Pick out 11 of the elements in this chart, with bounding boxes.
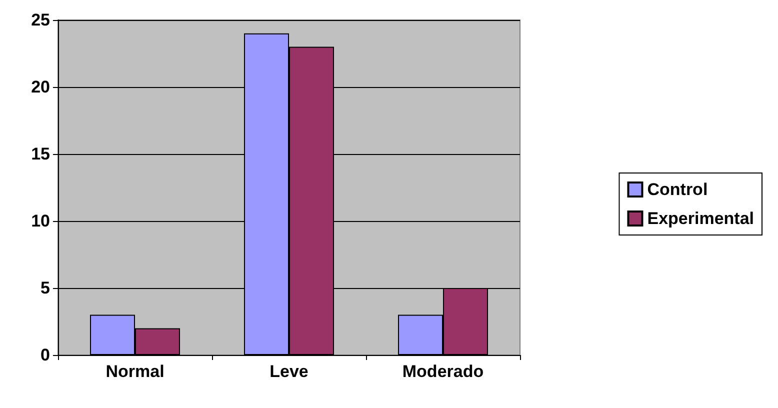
- x-tick-label: Normal: [106, 362, 164, 381]
- legend-label: Control: [647, 180, 708, 199]
- y-tick-label: 25: [31, 10, 50, 30]
- y-tick-label: 5: [40, 278, 50, 298]
- y-tick-label: 0: [40, 346, 50, 364]
- y-tick-label: 15: [31, 144, 50, 164]
- x-tick-label: Leve: [270, 362, 308, 381]
- y-tick-label: 20: [31, 78, 50, 96]
- legend-label: Experimental: [647, 209, 754, 228]
- y-tick-label: 10: [31, 212, 50, 230]
- x-tick-label: Moderado: [402, 362, 484, 381]
